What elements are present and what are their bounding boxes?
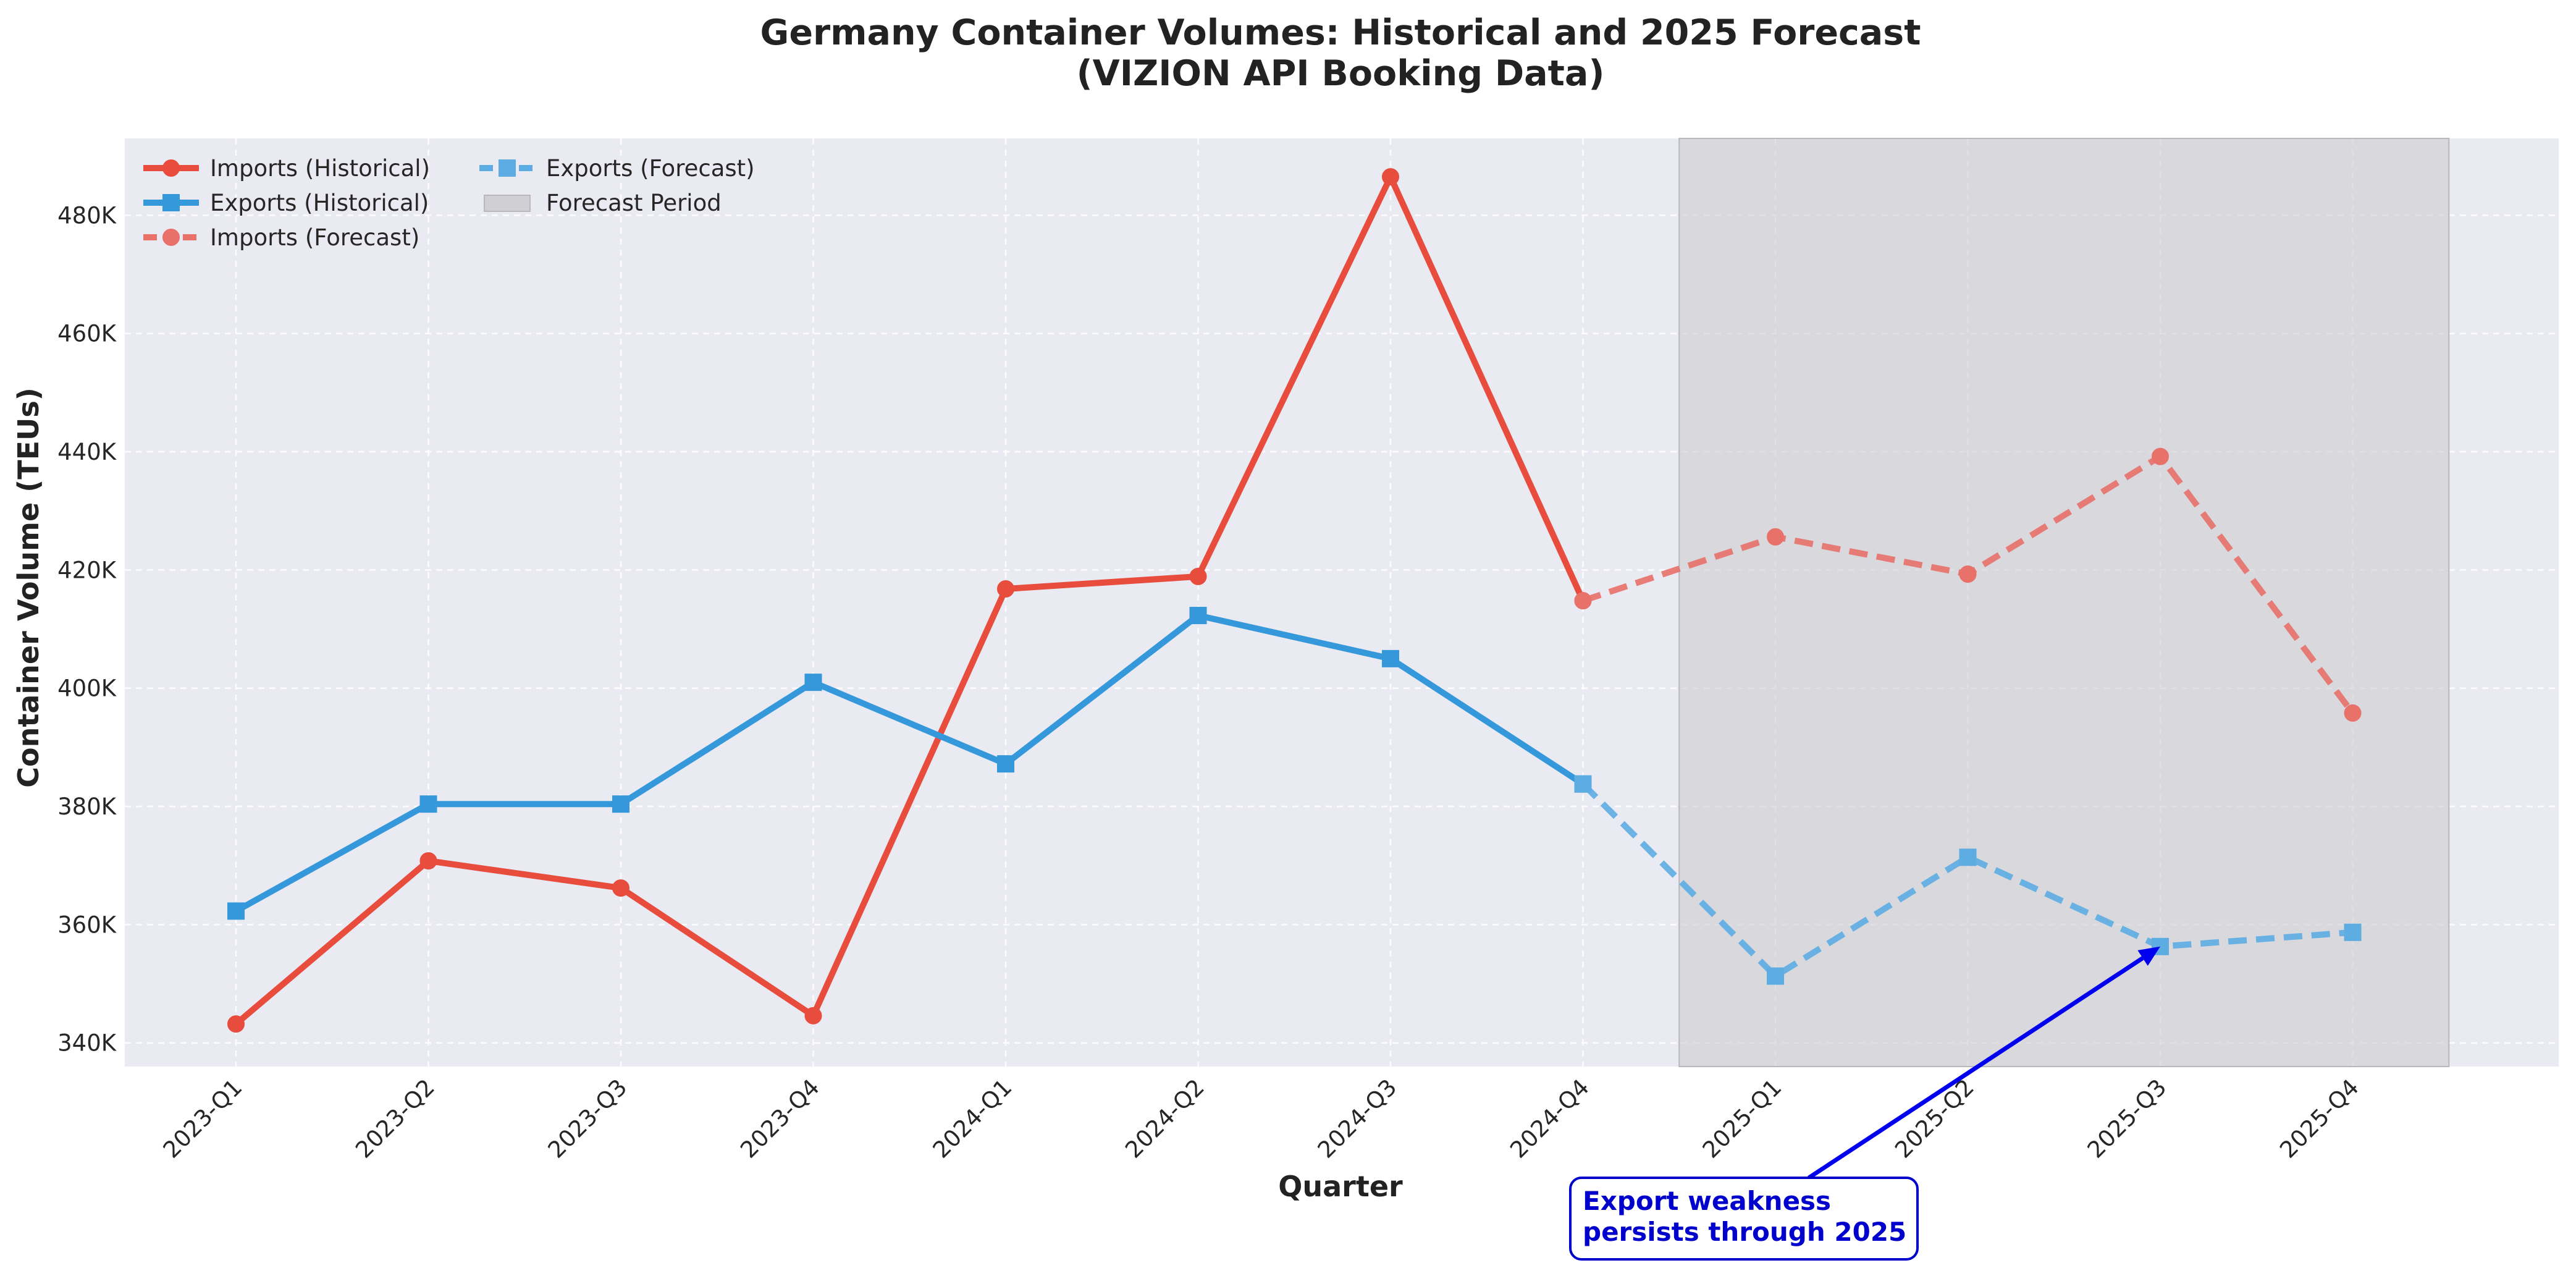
legend: Imports (Historical) Exports (Historical)… — [143, 155, 755, 251]
series-imports-forecast — [1574, 447, 2362, 722]
y-tick-label: 420K — [57, 557, 117, 583]
data-point — [612, 795, 629, 813]
chart-title: Germany Container Volumes: Historical an… — [760, 12, 1921, 53]
y-tick-label: 460K — [57, 321, 117, 347]
annotation-text-line: Export weakness — [1583, 1186, 1831, 1216]
series-line — [233, 612, 1586, 915]
data-point — [1767, 967, 1784, 985]
chart-subtitle: (VIZION API Booking Data) — [1077, 53, 1605, 94]
data-point — [997, 580, 1014, 598]
annotation-box — [1569, 1177, 1919, 1261]
legend-item: Exports (Forecast) — [479, 155, 755, 182]
legend-label: Exports (Forecast) — [546, 155, 755, 182]
data-point — [1382, 168, 1399, 186]
data-point — [2152, 447, 2169, 465]
y-tick-label: 480K — [57, 202, 117, 229]
legend-marker — [499, 159, 516, 177]
data-point — [1959, 848, 1977, 866]
data-point — [1574, 592, 1592, 610]
data-point — [419, 795, 437, 813]
annotation-arrow-shaft — [1808, 956, 2144, 1180]
data-point — [419, 852, 437, 870]
data-point — [1382, 649, 1399, 667]
forecast-period-shade — [1678, 138, 2450, 1067]
data-point — [227, 902, 245, 920]
data-point — [804, 674, 822, 691]
y-axis-label: Container Volume (TEUs) — [12, 387, 45, 787]
legend-label: Exports (Historical) — [210, 190, 429, 216]
data-point — [1767, 528, 1784, 546]
annotation-text-line: persists through 2025 — [1583, 1217, 1906, 1247]
y-tick-label: 380K — [57, 793, 117, 820]
legend-item: Imports (Forecast) — [143, 224, 419, 251]
legend-label: Forecast Period — [546, 190, 722, 216]
x-axis-label: Quarter — [1278, 1170, 1403, 1203]
y-tick-label: 340K — [57, 1030, 117, 1057]
series-exports-historical — [227, 607, 1592, 920]
legend-marker — [162, 159, 180, 177]
data-point — [1574, 775, 1592, 793]
legend-label: Imports (Historical) — [210, 155, 430, 182]
series-line — [233, 174, 1586, 1028]
legend-item: Forecast Period — [484, 190, 722, 216]
data-point — [2344, 704, 2362, 722]
data-point — [1189, 607, 1207, 625]
y-tick-label: 440K — [57, 439, 117, 465]
legend-item: Exports (Historical) — [143, 190, 429, 216]
data-point — [2344, 923, 2362, 941]
legend-marker — [162, 229, 180, 246]
data-point — [804, 1007, 822, 1025]
series-line — [1580, 782, 2353, 979]
annotation-arrow-head — [2137, 946, 2160, 966]
data-point — [1189, 567, 1207, 585]
data-point — [997, 755, 1014, 773]
legend-item: Imports (Historical) — [143, 155, 430, 182]
y-tick-label: 360K — [57, 911, 117, 938]
legend-swatch — [484, 195, 531, 212]
y-tick-label: 400K — [57, 675, 117, 702]
legend-marker — [162, 194, 180, 211]
legend-label: Imports (Forecast) — [210, 224, 419, 251]
data-point — [612, 879, 629, 897]
data-point — [1959, 565, 1977, 583]
series-exports-forecast — [1574, 775, 2362, 985]
data-point — [227, 1015, 245, 1033]
